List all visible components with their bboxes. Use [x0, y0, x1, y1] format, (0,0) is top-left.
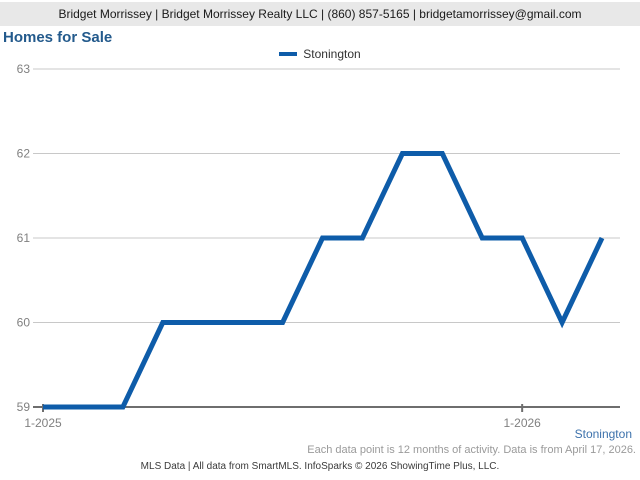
- contact-header-text: Bridget Morrissey | Bridget Morrissey Re…: [58, 7, 582, 21]
- y-tick-label: 62: [17, 147, 31, 161]
- page-title: Homes for Sale: [3, 29, 113, 46]
- x-tick-label: 1-2026: [503, 416, 541, 428]
- series-line-stonington: [43, 151, 605, 410]
- x-tick-label: 1-2025: [24, 416, 62, 428]
- legend-line-swatch: [279, 52, 298, 56]
- y-tick-label: 60: [17, 316, 31, 330]
- contact-header-bar: Bridget Morrissey | Bridget Morrissey Re…: [0, 2, 640, 26]
- footer-attribution: MLS Data | All data from SmartMLS. InfoS…: [140, 461, 500, 472]
- legend-label: Stonington: [303, 47, 361, 61]
- y-tick-label: 61: [17, 231, 31, 245]
- chart-legend: Stonington: [0, 46, 640, 62]
- footer-note: Each data point is 12 months of activity…: [307, 444, 636, 456]
- line-chart: 59 60 61 62 63 1-2025 1-2026: [17, 62, 620, 428]
- y-tick-label: 59: [17, 400, 31, 414]
- y-tick-label: 63: [17, 62, 31, 76]
- footer-series-label: Stonington: [574, 427, 632, 441]
